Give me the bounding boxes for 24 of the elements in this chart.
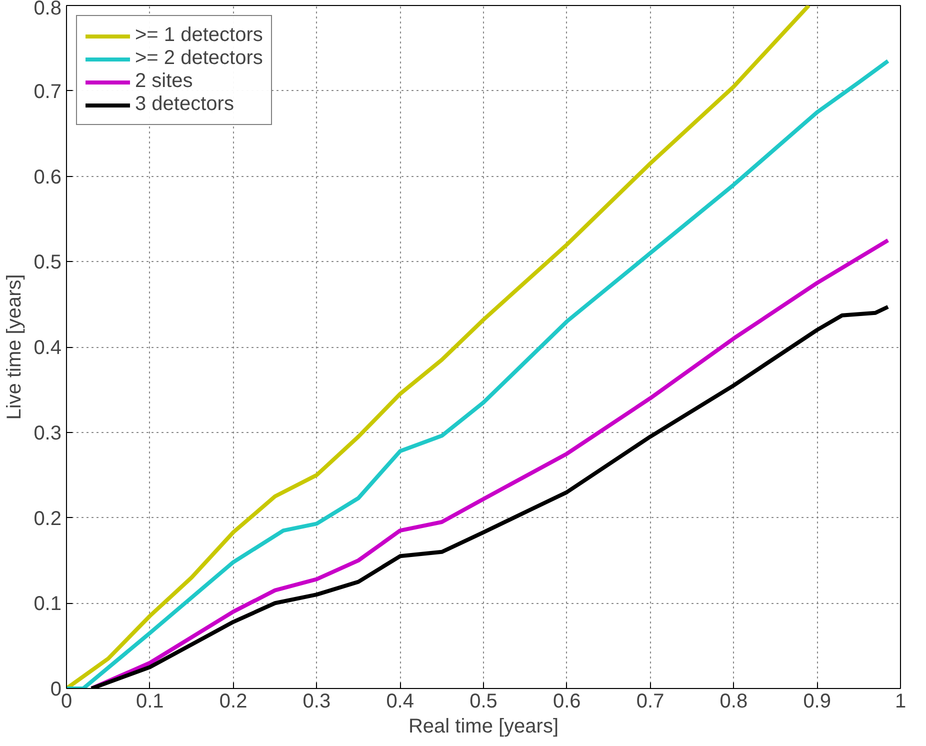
y-tick-label: 0.5 [34,252,62,274]
x-tick-label: 0.9 [803,690,832,712]
x-tick-label: 0.5 [470,690,498,712]
x-axis-title: Real time [years] [408,716,559,738]
x-tick-label: 1 [894,690,906,712]
y-tick-label: 0.4 [34,337,62,359]
x-tick-label: 0.3 [302,690,331,712]
y-tick-label: 0.8 [34,0,62,20]
legend-label: 2 sites [135,70,193,93]
x-tick-label: 0.6 [553,690,581,712]
x-tick-label: 0.1 [136,690,164,712]
legend-label: >= 2 detectors [135,47,263,70]
y-axis-title: Live time [years] [4,274,26,420]
y-tick-label: 0.7 [34,80,62,103]
x-tick-label: 0.4 [386,690,414,712]
x-tick-label: 0.7 [636,690,664,712]
y-tick-label: 0.1 [34,593,62,616]
y-tick-label: 0.6 [34,166,62,188]
legend-label: >= 1 detectors [135,24,263,47]
x-tick-label: 0.8 [720,690,748,712]
x-tick-label: 0.2 [219,690,248,712]
legend-label: 3 detectors [135,93,234,116]
y-tick-label: 0.2 [34,508,62,530]
y-tick-label: 0.3 [34,422,62,444]
